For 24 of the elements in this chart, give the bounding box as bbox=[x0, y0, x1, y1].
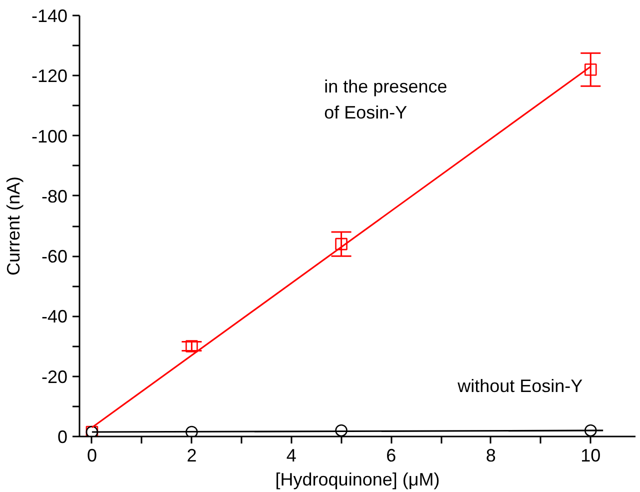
x-tick-label: 0 bbox=[86, 446, 97, 466]
y-tick-label: -60 bbox=[41, 246, 68, 267]
x-tick-label: 2 bbox=[186, 446, 197, 466]
point bbox=[186, 340, 198, 352]
y-tick-label: -20 bbox=[41, 366, 68, 387]
y-tick-label: -120 bbox=[31, 66, 68, 86]
y-tick-label: -100 bbox=[31, 126, 68, 146]
y-tick-label: 0 bbox=[57, 427, 68, 447]
y-axis-title: Current (nA) bbox=[3, 176, 24, 276]
point bbox=[584, 63, 597, 76]
x-tick-label: 6 bbox=[386, 446, 396, 466]
point bbox=[335, 238, 348, 250]
x-axis-title: [Hydroquinone] (μM) bbox=[275, 470, 440, 490]
x-tick-label: 10 bbox=[580, 446, 601, 466]
point bbox=[186, 426, 198, 436]
annotation: without Eosin-Y bbox=[456, 376, 583, 396]
y-tick-label: -140 bbox=[31, 6, 68, 26]
annotation: in the presence of Eosin-Y bbox=[324, 76, 448, 123]
x-tick-label: 4 bbox=[286, 446, 296, 466]
point bbox=[584, 424, 597, 436]
y-tick-label: -80 bbox=[41, 186, 68, 206]
point bbox=[335, 424, 348, 436]
x-tick-label: 8 bbox=[486, 446, 496, 466]
y-tick-label: -40 bbox=[41, 306, 68, 327]
